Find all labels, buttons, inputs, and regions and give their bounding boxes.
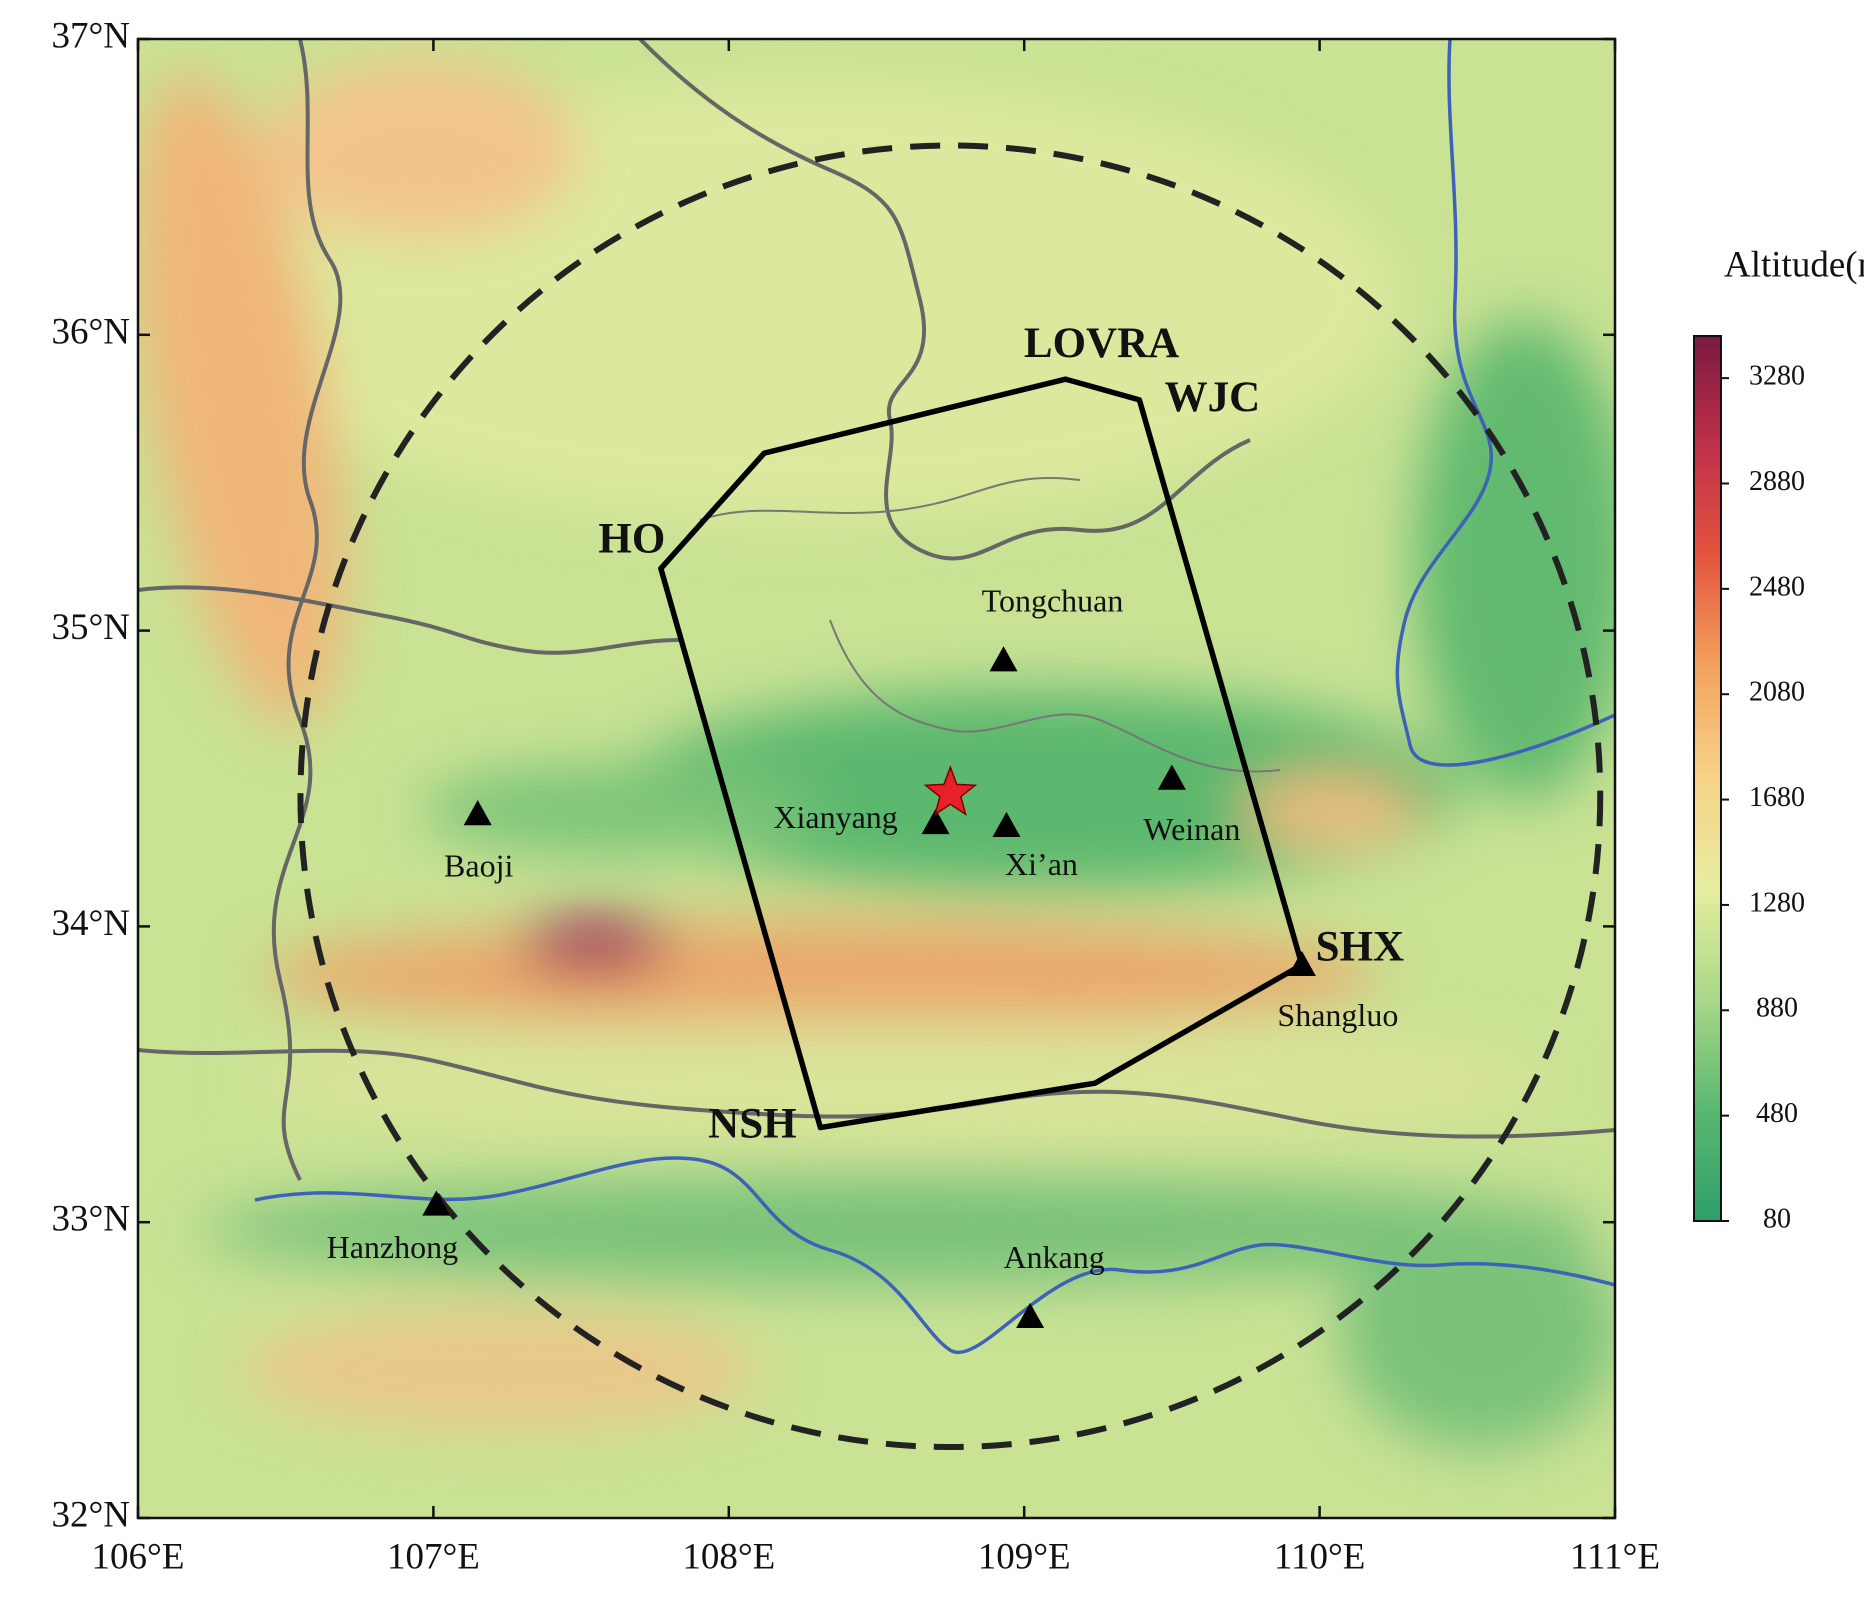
colorbar-tick-label: 2080 [1749, 677, 1805, 708]
y-tick-label: 35°N [51, 607, 130, 648]
x-tick-label: 110°E [1274, 1536, 1366, 1577]
city-label: Shangluo [1277, 997, 1398, 1033]
radar-label: SHX [1316, 924, 1404, 971]
river [254, 1156, 1615, 1355]
city-label: Baoji [444, 847, 513, 883]
colorbar-tick-label: 880 [1756, 993, 1798, 1024]
colorbar [1693, 335, 1722, 1222]
city-label: Tongchuan [982, 583, 1124, 619]
coverage-circle [297, 142, 1604, 1451]
border [699, 476, 1081, 521]
city-label: Ankang [1003, 1239, 1104, 1275]
x-tick-label: 107°E [387, 1536, 480, 1577]
border [138, 1048, 1615, 1139]
city-label: Hanzhong [327, 1229, 459, 1265]
y-tick-label: 34°N [51, 903, 130, 944]
colorbar-title: Altitude(m) [1724, 244, 1864, 285]
river [1395, 39, 1615, 767]
colorbar-tick-label: 1280 [1749, 887, 1805, 918]
colorbar-tick-label: 1680 [1749, 782, 1805, 813]
radar-label: HO [598, 515, 665, 562]
city-marker [463, 799, 492, 826]
radar-network [658, 376, 1305, 1131]
y-tick-label: 37°N [51, 15, 130, 56]
city-label: Weinan [1143, 811, 1240, 847]
colorbar-tick-label: 2480 [1749, 571, 1805, 602]
colorbar-tick-label: 480 [1756, 1098, 1798, 1129]
x-tick-label: 109°E [978, 1536, 1071, 1577]
epicenter-star [923, 765, 978, 817]
colorbar-tick-label: 3280 [1749, 361, 1805, 392]
city-marker [422, 1190, 451, 1216]
x-tick-label: 111°E [1570, 1536, 1660, 1577]
terrain [138, 39, 1615, 1518]
colorbar-tick-label: 80 [1763, 1203, 1791, 1234]
city-label: Xi’an [1005, 846, 1078, 882]
radar-label: WJC [1165, 374, 1261, 421]
city-marker [1287, 950, 1316, 977]
y-tick-label: 33°N [51, 1199, 130, 1240]
city-label: Xianyang [773, 799, 897, 835]
radar-label: NSH [708, 1100, 796, 1147]
city-marker [989, 646, 1018, 672]
x-tick-label: 108°E [682, 1536, 775, 1577]
colorbar-tick-label: 2880 [1749, 466, 1805, 497]
y-tick-label: 32°N [51, 1494, 130, 1535]
city-marker [921, 808, 950, 835]
city-marker [1157, 764, 1186, 790]
plot-frame [136, 37, 1617, 1520]
city-marker [1016, 1302, 1045, 1329]
border [829, 619, 1281, 773]
city-marker [992, 811, 1021, 838]
border [138, 585, 681, 655]
x-tick-label: 106°E [92, 1536, 185, 1577]
radar-label: LOVRA [1024, 320, 1179, 367]
border [271, 39, 343, 1181]
y-tick-label: 36°N [51, 311, 130, 352]
